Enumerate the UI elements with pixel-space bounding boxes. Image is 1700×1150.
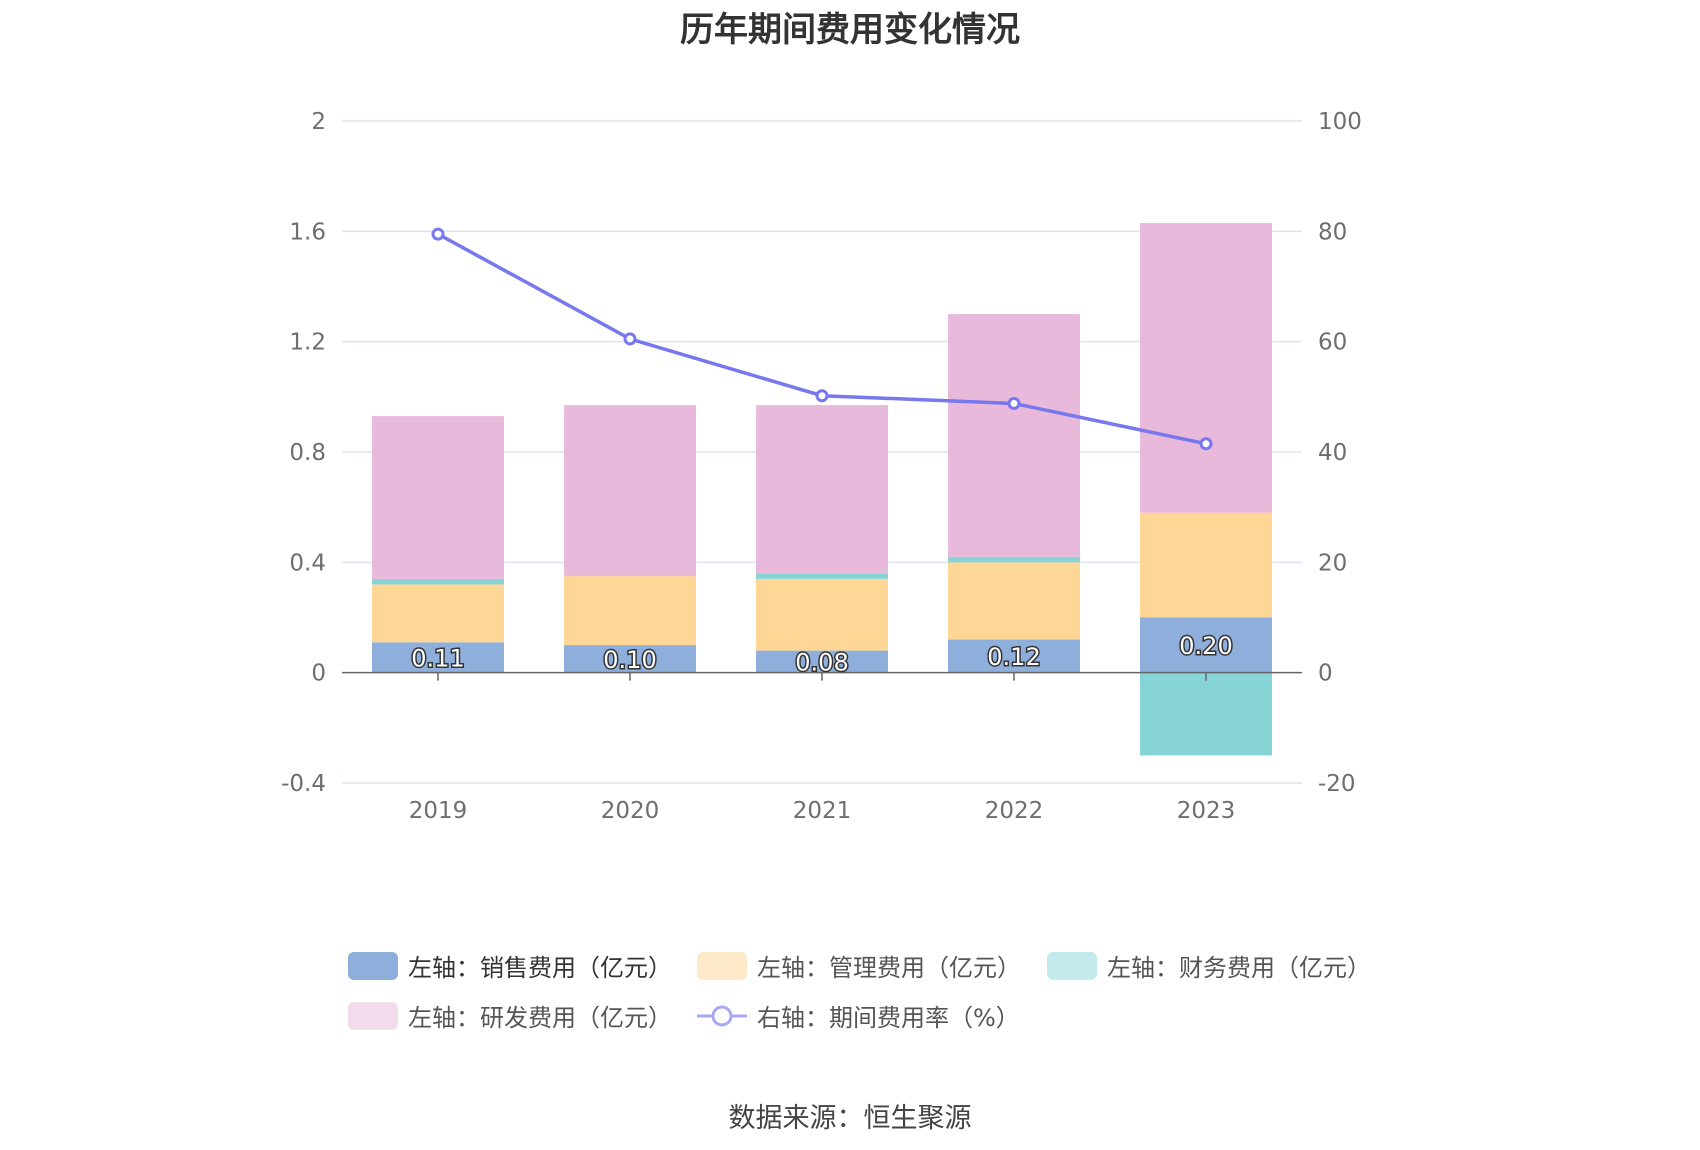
sales-bar xyxy=(372,642,504,673)
admin-bar xyxy=(372,584,504,643)
x-tick-label: 2021 xyxy=(793,798,852,824)
legend-item-sales[interactable]: 左轴：销售费用（亿元） xyxy=(348,948,672,983)
y-left-tick-label: 0 xyxy=(311,661,326,687)
finance-bar xyxy=(1140,672,1272,756)
y-right-tick-label: -20 xyxy=(1318,771,1356,797)
x-tick-label: 2019 xyxy=(409,798,468,824)
rate-point xyxy=(1199,437,1213,451)
rd-bar xyxy=(1140,223,1272,513)
finance-bar xyxy=(372,578,504,585)
y-left-tick-label: 1.6 xyxy=(289,219,326,245)
rd-bar xyxy=(948,314,1080,557)
legend-swatch-icon xyxy=(348,1001,398,1030)
admin-bar xyxy=(948,562,1080,640)
rate-point xyxy=(815,389,829,403)
sales-bar xyxy=(1140,617,1272,673)
data-source: 数据来源：恒生聚源 xyxy=(728,1103,972,1134)
legend-swatch-icon xyxy=(697,951,747,980)
sales-data-label: 0.10 xyxy=(603,646,656,674)
sales-bar xyxy=(948,639,1080,673)
y-left-tick-label: 0.4 xyxy=(289,550,326,576)
rd-bar xyxy=(372,416,504,579)
legend-label: 右轴：期间费用率（%） xyxy=(757,1004,1020,1032)
sales-bar xyxy=(564,645,696,673)
y-left-tick-label: -0.4 xyxy=(281,771,326,797)
legend-swatch-icon xyxy=(348,951,398,980)
y-right-tick-label: 100 xyxy=(1318,109,1362,135)
axes: -0.4 0 0.4 0.8 1.2 1.6 2 -20 0 20 40 60 80 100 2019 202… xyxy=(281,109,1362,824)
legend-item-admin[interactable]: 左轴：管理费用（亿元） xyxy=(697,948,1021,983)
sales-data-label: 0.08 xyxy=(795,649,848,677)
y-right-tick-label: 80 xyxy=(1318,219,1347,245)
rate-point xyxy=(431,227,445,241)
legend-label: 左轴：管理费用（亿元） xyxy=(757,954,1021,982)
y-right-tick-label: 40 xyxy=(1318,440,1347,466)
legend-label: 左轴：财务费用（亿元） xyxy=(1107,954,1371,982)
finance-bar xyxy=(948,556,1080,563)
legend-swatch-icon xyxy=(1047,951,1097,980)
legend-item-rd[interactable]: 左轴：研发费用（亿元） xyxy=(348,998,672,1033)
y-right-tick-label: 0 xyxy=(1318,661,1333,687)
bar-series xyxy=(372,223,1272,756)
x-tick-label: 2020 xyxy=(601,798,660,824)
legend-item-rate[interactable]: 右轴：期间费用率（%） xyxy=(697,998,1020,1033)
legend-line-icon xyxy=(697,1005,747,1026)
legend-label: 左轴：研发费用（亿元） xyxy=(408,1004,672,1032)
data-labels: 0.11 0.10 0.08 0.12 0.20 xyxy=(410,631,1234,679)
sales-data-label: 0.11 xyxy=(411,644,464,672)
sales-bar xyxy=(756,650,888,673)
x-tick-label: 2022 xyxy=(985,798,1044,824)
finance-bar xyxy=(756,573,888,579)
admin-bar xyxy=(1140,512,1272,618)
x-tick-label: 2023 xyxy=(1177,798,1236,824)
rd-bar xyxy=(564,405,696,577)
y-right-tick-label: 20 xyxy=(1318,550,1347,576)
admin-bar xyxy=(756,578,888,651)
legend-item-finance[interactable]: 左轴：财务费用（亿元） xyxy=(1047,948,1371,983)
rate-line-series xyxy=(431,227,1213,451)
admin-bar xyxy=(564,576,696,646)
rd-bar xyxy=(756,405,888,574)
rate-point xyxy=(623,332,637,346)
sales-data-label: 0.12 xyxy=(987,643,1040,671)
rate-point xyxy=(1007,396,1021,410)
chart-title: 历年期间费用变化情况 xyxy=(680,10,1020,50)
y-right-tick-label: 60 xyxy=(1318,330,1347,356)
y-left-tick-label: 1.2 xyxy=(289,330,326,356)
y-left-tick-label: 2 xyxy=(311,109,326,135)
sales-data-label: 0.20 xyxy=(1179,632,1232,660)
y-left-tick-label: 0.8 xyxy=(289,440,326,466)
legend-label: 左轴：销售费用（亿元） xyxy=(408,954,672,982)
